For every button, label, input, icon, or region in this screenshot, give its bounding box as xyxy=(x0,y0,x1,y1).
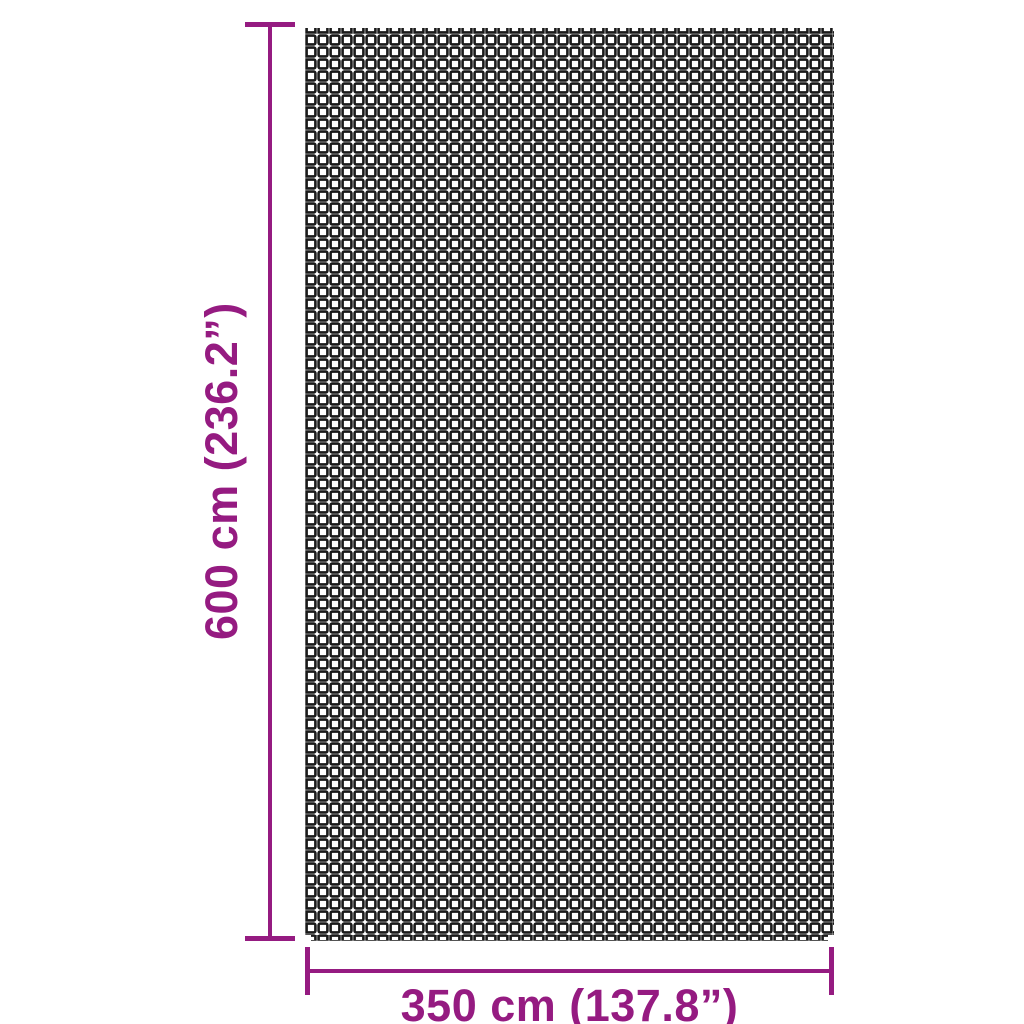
width-dimension-cap-left xyxy=(305,947,310,995)
mat-illustration xyxy=(305,22,834,941)
width-dimension-line xyxy=(307,969,832,973)
height-dimension-label: 600 cm (236.2”) xyxy=(196,302,247,640)
width-dimension-cap-right xyxy=(829,947,834,995)
height-dimension-cap-bottom xyxy=(245,936,295,941)
height-dimension-cap-top xyxy=(245,22,295,27)
height-dimension-line xyxy=(268,24,272,940)
mesh-pattern-svg xyxy=(305,28,834,941)
width-dimension-label: 350 cm (137.8”) xyxy=(400,980,739,1024)
